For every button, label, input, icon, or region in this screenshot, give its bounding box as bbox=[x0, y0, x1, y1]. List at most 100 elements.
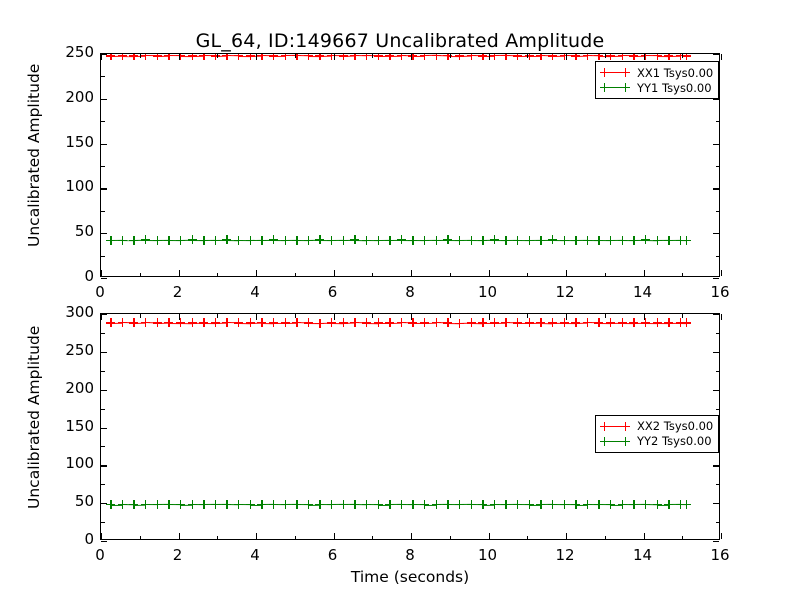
data-point-marker bbox=[443, 54, 453, 61]
data-point-marker bbox=[199, 235, 209, 245]
x-tick-label: 6 bbox=[327, 546, 338, 564]
y-tick-major bbox=[713, 389, 719, 391]
data-point-marker bbox=[315, 54, 325, 61]
y-tick-major bbox=[101, 54, 107, 56]
x-tick-minor bbox=[139, 272, 141, 276]
x-tick-minor bbox=[449, 535, 451, 539]
data-point-marker bbox=[478, 235, 488, 245]
data-point-marker bbox=[245, 235, 255, 245]
x-tick-major bbox=[488, 533, 490, 539]
x-tick-label: 4 bbox=[250, 283, 260, 301]
x-tick-minor bbox=[294, 54, 296, 58]
x-tick-major bbox=[256, 270, 258, 276]
data-point-marker bbox=[292, 235, 302, 245]
y-tick-minor bbox=[715, 484, 719, 486]
data-point-marker bbox=[315, 318, 325, 328]
data-point-marker bbox=[571, 318, 581, 328]
data-point-marker bbox=[582, 54, 592, 60]
data-point-marker bbox=[489, 54, 499, 60]
data-point-marker bbox=[396, 54, 406, 60]
data-point-marker bbox=[640, 235, 650, 245]
y-tick-major bbox=[101, 314, 107, 316]
y-tick-label: 150 bbox=[65, 132, 94, 151]
y-tick-label: 0 bbox=[84, 267, 94, 285]
y-tick-minor bbox=[715, 522, 719, 524]
data-point-marker bbox=[361, 499, 371, 509]
legend-bottom[interactable]: XX2 Tsys0.00 YY2 Tsys0.00 bbox=[595, 414, 720, 453]
data-point-marker bbox=[571, 54, 581, 61]
y-tick-major bbox=[713, 465, 719, 467]
x-tick-minor bbox=[604, 54, 606, 58]
x-tick-major bbox=[643, 533, 645, 539]
y-tick-minor bbox=[715, 255, 719, 257]
data-point-marker bbox=[640, 499, 650, 509]
data-point-marker bbox=[652, 318, 662, 328]
data-point-marker bbox=[501, 235, 511, 245]
data-point-marker bbox=[582, 317, 592, 327]
data-point-marker bbox=[408, 54, 418, 61]
data-point-marker bbox=[396, 317, 406, 327]
data-point-marker bbox=[327, 235, 337, 245]
y-tick-label: 50 bbox=[74, 222, 94, 241]
data-point-marker bbox=[431, 499, 441, 509]
data-point-marker bbox=[454, 235, 464, 245]
data-point-marker bbox=[466, 318, 476, 328]
x-tick-major bbox=[178, 314, 180, 320]
y-tick-major bbox=[101, 233, 107, 235]
data-point-marker bbox=[199, 318, 209, 328]
legend-item: XX2 Tsys0.00 bbox=[600, 419, 713, 434]
data-point-marker bbox=[408, 235, 418, 245]
y-tick-label: 200 bbox=[65, 378, 94, 397]
data-point-marker bbox=[466, 54, 476, 60]
data-point-marker bbox=[524, 318, 534, 328]
data-point-marker bbox=[536, 318, 546, 328]
x-tick-major bbox=[488, 314, 490, 320]
data-point-marker bbox=[222, 499, 232, 509]
data-point-marker bbox=[466, 499, 476, 509]
data-point-marker bbox=[524, 500, 534, 510]
x-tick-major bbox=[488, 54, 490, 60]
x-tick-minor bbox=[604, 314, 606, 318]
data-point-marker bbox=[443, 235, 453, 245]
data-point-marker bbox=[373, 318, 383, 328]
y-tick-major bbox=[101, 465, 107, 467]
data-point-marker bbox=[513, 235, 523, 245]
data-point-marker bbox=[373, 500, 383, 510]
y-tick-minor bbox=[715, 210, 719, 212]
x-tick-minor bbox=[604, 272, 606, 276]
data-point-marker bbox=[106, 235, 116, 245]
data-point-marker bbox=[257, 235, 267, 245]
data-point-marker bbox=[234, 54, 244, 61]
data-point-marker bbox=[536, 499, 546, 509]
data-point-marker bbox=[431, 317, 441, 327]
data-point-marker bbox=[338, 499, 348, 509]
data-point-marker bbox=[606, 235, 616, 245]
y-tick-minor bbox=[715, 370, 719, 372]
x-tick-label: 14 bbox=[632, 546, 653, 564]
data-point-marker bbox=[664, 499, 674, 509]
data-point-marker bbox=[385, 499, 395, 509]
x-tick-major bbox=[178, 270, 180, 276]
data-point-marker bbox=[408, 318, 418, 328]
x-tick-label: 8 bbox=[405, 546, 415, 564]
data-point-marker bbox=[489, 499, 499, 509]
y-tick-minor bbox=[715, 166, 719, 167]
data-point-marker bbox=[280, 54, 290, 60]
x-tick-major bbox=[101, 270, 103, 276]
data-point-marker bbox=[606, 500, 616, 510]
x-tick-label: 6 bbox=[327, 283, 338, 301]
y-tick-label: 150 bbox=[65, 416, 94, 435]
x-tick-major bbox=[643, 270, 645, 276]
x-tick-major bbox=[101, 533, 103, 539]
data-point-marker bbox=[454, 318, 464, 328]
x-tick-label: 12 bbox=[555, 546, 575, 564]
x-tick-major bbox=[411, 270, 413, 276]
data-point-marker bbox=[640, 54, 650, 60]
data-point-marker bbox=[617, 235, 627, 245]
legend-label: XX1 Tsys0.00 bbox=[637, 65, 714, 80]
data-point-marker bbox=[629, 499, 639, 509]
x-tick-label: 4 bbox=[250, 546, 260, 564]
legend-top[interactable]: XX1 Tsys0.00 YY1 Tsys0.00 bbox=[595, 61, 720, 99]
x-tick-minor bbox=[527, 272, 529, 276]
y-axis-label: Uncalibrated Amplitude bbox=[25, 63, 43, 247]
